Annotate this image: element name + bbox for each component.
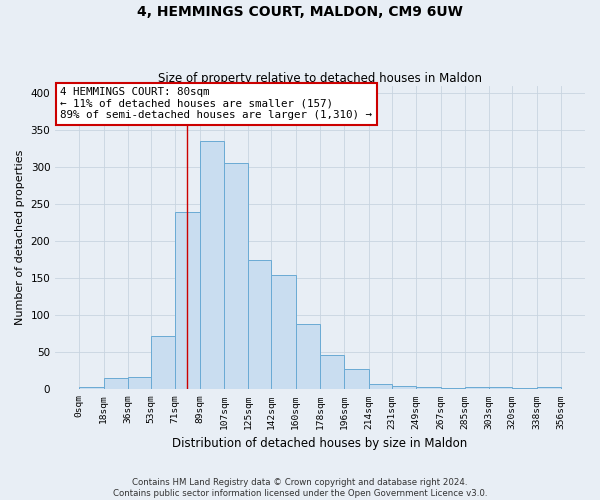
Text: 4, HEMMINGS COURT, MALDON, CM9 6UW: 4, HEMMINGS COURT, MALDON, CM9 6UW — [137, 5, 463, 19]
Text: 4 HEMMINGS COURT: 80sqm
← 11% of detached houses are smaller (157)
89% of semi-d: 4 HEMMINGS COURT: 80sqm ← 11% of detache… — [61, 87, 373, 120]
Bar — [224, 164, 248, 390]
Bar — [79, 387, 104, 390]
Title: Size of property relative to detached houses in Maldon: Size of property relative to detached ho… — [158, 72, 482, 85]
Bar — [296, 324, 320, 390]
Bar — [489, 387, 512, 390]
Bar — [465, 387, 489, 390]
Bar — [151, 336, 175, 390]
Bar — [369, 384, 392, 390]
Bar — [512, 388, 536, 390]
Bar — [104, 378, 128, 390]
Bar — [248, 260, 271, 390]
Bar — [175, 212, 200, 390]
X-axis label: Distribution of detached houses by size in Maldon: Distribution of detached houses by size … — [172, 437, 468, 450]
Bar — [320, 355, 344, 390]
Text: Contains HM Land Registry data © Crown copyright and database right 2024.
Contai: Contains HM Land Registry data © Crown c… — [113, 478, 487, 498]
Y-axis label: Number of detached properties: Number of detached properties — [15, 150, 25, 325]
Bar — [128, 378, 151, 390]
Bar — [392, 386, 416, 390]
Bar — [344, 368, 369, 390]
Bar — [200, 141, 224, 390]
Bar — [416, 387, 440, 390]
Bar — [440, 388, 465, 390]
Bar — [271, 274, 296, 390]
Bar — [536, 387, 561, 390]
